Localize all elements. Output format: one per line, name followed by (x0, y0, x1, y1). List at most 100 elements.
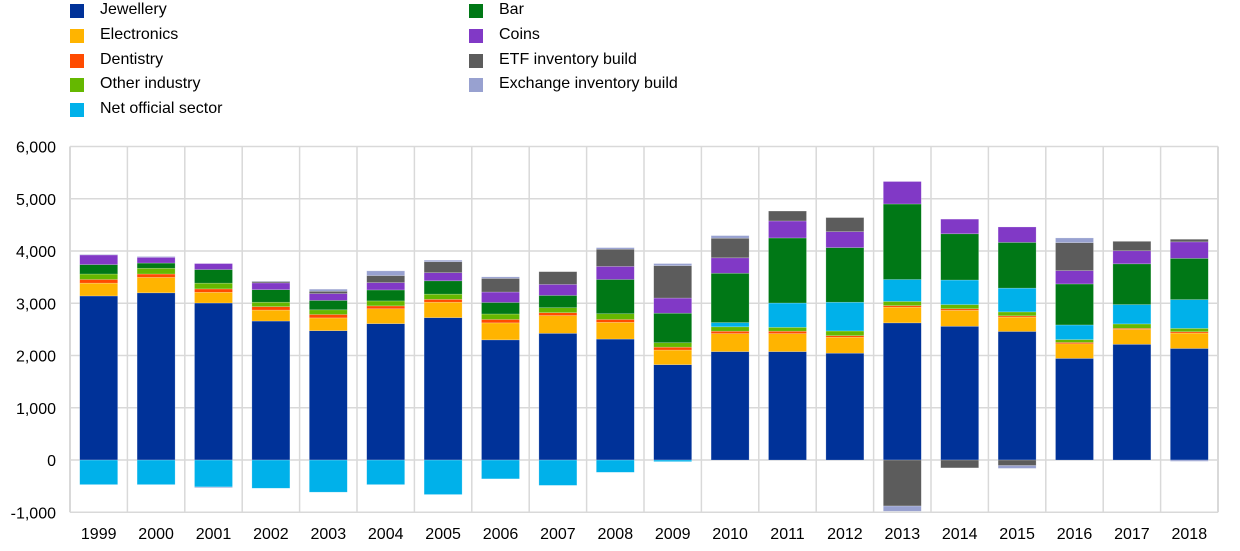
bar-segment-other-industry (79, 273, 118, 280)
bar-segment-bar (653, 312, 693, 344)
bar-segment-other-industry (1170, 328, 1209, 333)
legend-swatch (469, 78, 483, 92)
bar-segment-coins (538, 284, 578, 296)
legend-label: Other industry (100, 75, 201, 92)
bar-segment-net-official-sector (940, 279, 980, 305)
y-tick-label: 3,000 (16, 296, 56, 313)
bar-segment-dentistry (595, 319, 635, 323)
y-tick-label: 0 (47, 453, 56, 470)
legend-item-other-industry: Other industry (70, 75, 200, 93)
x-tick-label: 2018 (1172, 526, 1208, 543)
bar-stack-2013 (882, 181, 922, 512)
bar-segment-electronics (710, 333, 750, 352)
x-tick-label: 2013 (885, 526, 921, 543)
bar-segment-dentistry (251, 306, 291, 311)
bar-segment-electronics (481, 322, 520, 341)
bar-segment-exchange-inventory-build (1055, 237, 1094, 243)
bar-segment-exchange-inventory-build (423, 259, 463, 263)
bar-segment-electronics (882, 306, 922, 324)
bar-segment-dentistry (538, 312, 578, 316)
x-tick-label: 2012 (827, 526, 863, 543)
bar-segment-bar (481, 302, 520, 315)
bar-segment-exchange-inventory-build (79, 254, 118, 256)
bar-segment-other-industry (1055, 339, 1094, 343)
bar-segment-coins (366, 282, 406, 291)
bar-segment-jewellery (308, 330, 348, 461)
bar-segment-electronics (768, 333, 807, 352)
bar-segment-net-official-sector (595, 459, 635, 473)
y-tick-label: 4,000 (16, 244, 56, 261)
x-tick-label: 2004 (368, 526, 404, 543)
bar-segment-coins (595, 266, 635, 280)
legend-label: ETF inventory build (499, 51, 637, 68)
bar-segment-jewellery (1170, 348, 1209, 461)
bar-segment-etf-inventory-build (308, 290, 348, 294)
bar-segment-other-industry (595, 313, 635, 320)
bar-segment-bar (1112, 263, 1152, 305)
bar-segment-coins (423, 272, 463, 282)
bar-segment-net-official-sector (194, 459, 233, 488)
legend-swatch (469, 54, 483, 68)
bar-segment-jewellery (653, 364, 693, 461)
x-tick-label: 2008 (598, 526, 634, 543)
bar-stack-2001 (194, 263, 233, 489)
legend-label: Exchange inventory build (499, 75, 678, 92)
bar-segment-other-industry (997, 311, 1037, 317)
bar-segment-dentistry (768, 330, 807, 334)
bar-segment-dentistry (308, 314, 348, 319)
legend-swatch (469, 4, 483, 18)
bar-stack-2010 (710, 235, 750, 461)
bar-segment-electronics (997, 316, 1037, 332)
bar-segment-coins (768, 220, 807, 239)
bar-segment-jewellery (481, 339, 520, 461)
x-tick-label: 2010 (712, 526, 748, 543)
legend-swatch (70, 103, 84, 117)
legend-item-electronics: Electronics (70, 26, 178, 44)
x-tick-label: 2006 (483, 526, 519, 543)
bar-segment-coins (194, 263, 233, 270)
bar-segment-other-industry (940, 304, 980, 310)
x-tick-label: 2003 (311, 526, 347, 543)
bar-segment-exchange-inventory-build (481, 276, 520, 279)
bar-segment-other-industry (366, 300, 406, 307)
bars (79, 181, 1209, 512)
bar-segment-jewellery (768, 351, 807, 461)
legend-label: Dentistry (100, 51, 164, 68)
x-tick-label: 2011 (770, 526, 805, 543)
bar-segment-bar (538, 295, 578, 309)
legend-label: Bar (499, 1, 524, 18)
bar-segment-jewellery (825, 352, 865, 461)
bar-segment-bar (768, 237, 807, 304)
bar-segment-exchange-inventory-build (1170, 459, 1209, 462)
bar-segment-etf-inventory-build (825, 217, 865, 232)
y-axis-ticks: -1,000 0 1,000 2,000 3,000 4,000 5,000 6,000 (11, 140, 56, 523)
bar-segment-dentistry (710, 330, 750, 334)
bar-segment-dentistry (194, 288, 233, 293)
bar-segment-electronics (595, 322, 635, 340)
x-tick-label: 2017 (1114, 526, 1150, 543)
legend-swatch (70, 29, 84, 43)
bar-segment-bar (595, 279, 635, 315)
bar-segment-exchange-inventory-build (366, 270, 406, 276)
x-tick-label: 1999 (81, 526, 117, 543)
bar-segment-exchange-inventory-build (136, 256, 176, 258)
bar-segment-dentistry (366, 305, 406, 310)
bar-segment-coins (251, 282, 291, 290)
x-tick-label: 2016 (1057, 526, 1093, 543)
bar-stack-2016 (1055, 237, 1094, 461)
bar-segment-jewellery (423, 317, 463, 461)
bar-segment-bar (940, 233, 980, 281)
bar-segment-bar (194, 269, 233, 284)
bar-segment-etf-inventory-build (940, 459, 980, 469)
bar-segment-electronics (366, 308, 406, 324)
bar-segment-etf-inventory-build (997, 459, 1037, 466)
legend-swatch (70, 78, 84, 92)
bar-segment-coins (710, 257, 750, 274)
legend-item-net-official-sector: Net official sector (70, 100, 222, 118)
bar-segment-bar (423, 280, 463, 295)
x-axis-ticks: 1999 2000 2001 2002 2003 2004 2005 2006 2007 2008… (81, 526, 1207, 543)
bar-segment-other-industry (768, 327, 807, 332)
bar-segment-jewellery (710, 351, 750, 461)
x-tick-label: 2000 (138, 526, 174, 543)
